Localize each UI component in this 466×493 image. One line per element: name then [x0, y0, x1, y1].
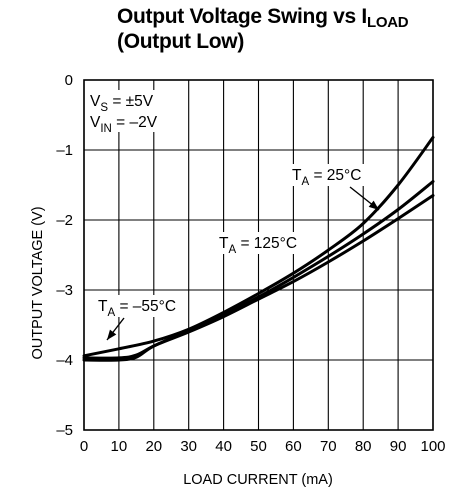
- annotation-125c-text: TA = 125°C: [219, 235, 297, 256]
- x-tick-label: 90: [390, 438, 407, 455]
- y-tick-label: –1: [56, 142, 73, 159]
- chart-title: Output Voltage Swing vs ILOAD (Output Lo…: [117, 4, 409, 54]
- tick-labels: 0 10 20 30 40 50 60 70 80 90 100 0 –1 –2 –3 –4 –5: [56, 72, 445, 455]
- chart-title-subscript: LOAD: [366, 14, 409, 31]
- series-line-2: [82, 194, 435, 362]
- x-tick-label: 80: [355, 438, 372, 455]
- x-tick-label: 30: [180, 438, 197, 455]
- condition-vin: VIN = –2V: [86, 111, 172, 135]
- arrow-25c: [349, 186, 380, 211]
- x-tick-label: 40: [215, 438, 232, 455]
- series-lines: [82, 135, 435, 362]
- annotation-25c-text: TA = 25°C: [292, 167, 361, 188]
- chart-title-line1: Output Voltage Swing vs ILOAD: [117, 4, 409, 31]
- condition-vin-text: VIN = –2V: [90, 114, 158, 135]
- condition-vs-text: VS = ±5V: [90, 93, 154, 114]
- annotation-neg55c: TA = –55°C: [94, 295, 187, 319]
- series-line-1: [82, 180, 435, 360]
- y-tick-label: –4: [56, 352, 73, 369]
- x-tick-label: 60: [285, 438, 302, 455]
- y-tick-label: –2: [56, 212, 73, 229]
- chart-title-line2: (Output Low): [117, 30, 245, 53]
- y-tick-label: –3: [56, 282, 73, 299]
- series-line-0: [82, 135, 435, 358]
- y-axis-label: OUTPUT VOLTAGE (V): [30, 206, 46, 359]
- annotation-25c: TA = 25°C: [289, 164, 371, 188]
- x-tick-label: 50: [250, 438, 267, 455]
- arrow-neg55c: [106, 317, 125, 341]
- x-tick-label: 0: [80, 438, 88, 455]
- annotation-125c: TA = 125°C: [215, 232, 308, 256]
- x-tick-label: 100: [420, 438, 445, 455]
- x-tick-label: 70: [320, 438, 337, 455]
- x-axis-label: LOAD CURRENT (mA): [183, 472, 333, 488]
- x-tick-label: 20: [145, 438, 162, 455]
- condition-vs: VS = ±5V: [86, 90, 166, 114]
- grid: [83, 79, 434, 431]
- y-tick-label: 0: [65, 72, 73, 89]
- annotation-neg55c-text: TA = –55°C: [98, 298, 176, 319]
- x-tick-label: 10: [111, 438, 128, 455]
- y-tick-label: –5: [56, 422, 73, 439]
- plot-frame: [83, 79, 434, 431]
- chart-title-main: Output Voltage Swing vs I: [117, 5, 367, 28]
